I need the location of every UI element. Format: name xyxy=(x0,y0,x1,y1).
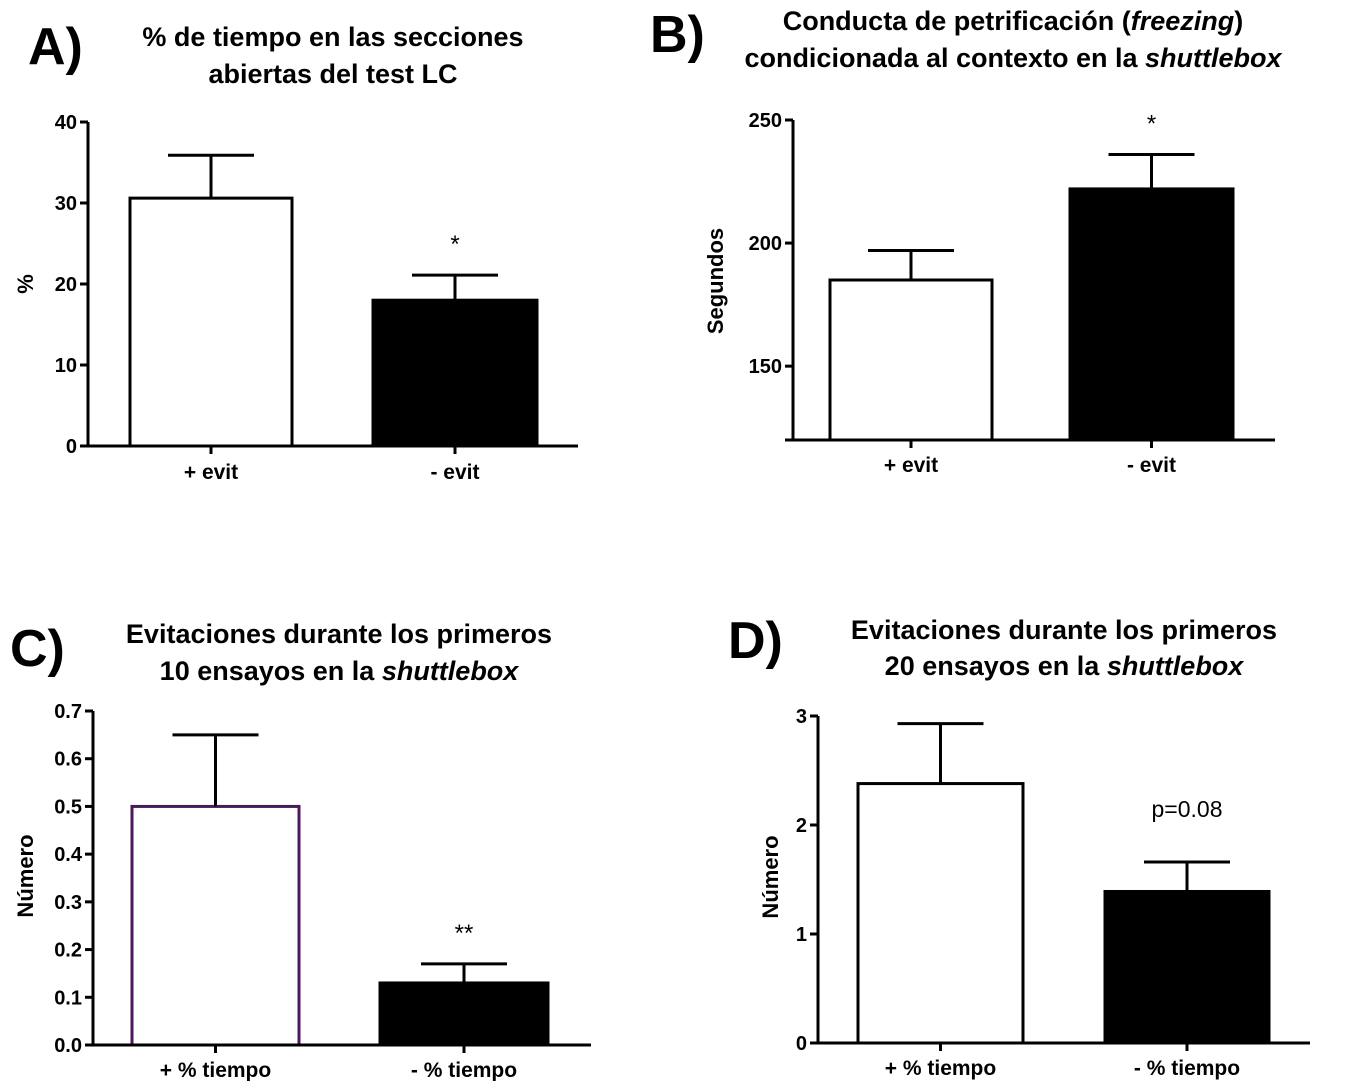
significance-label: p=0.08 xyxy=(1152,796,1223,822)
chart-title: Evitaciones durante los primeros 20 ensay… xyxy=(851,615,1277,681)
panel-letter: A) xyxy=(28,18,83,76)
bar-1 xyxy=(130,198,292,446)
bar-2 xyxy=(1070,189,1233,440)
chart-title: % de tiempo en las secciones abiertas del… xyxy=(142,22,523,89)
chart-panel-3: C) Evitaciones durante los primeros 10 ens… xyxy=(10,619,591,1081)
y-tick-label: 0.2 xyxy=(54,940,82,962)
category-label: - evit xyxy=(430,461,479,484)
y-tick-label: 0.5 xyxy=(54,796,82,818)
bar-2 xyxy=(373,300,537,446)
y-tick-label: 0.1 xyxy=(54,987,82,1009)
y-tick-label: 40 xyxy=(55,112,77,134)
y-tick-label: 0 xyxy=(796,1033,807,1055)
bar-1 xyxy=(132,806,299,1045)
panel-letter: D) xyxy=(728,612,783,670)
y-tick-label: 0.4 xyxy=(54,844,83,866)
bar-1 xyxy=(858,784,1023,1043)
y-tick-label: 0.3 xyxy=(54,892,82,914)
y-tick-label: 0.6 xyxy=(54,749,82,771)
chart-title: Conducta de petrificación (freezing) cond… xyxy=(744,6,1282,73)
y-tick-label: 250 xyxy=(749,110,782,132)
y-tick-label: 20 xyxy=(55,274,77,296)
category-label: + evit xyxy=(184,461,238,484)
category-label: - % tiempo xyxy=(1134,1057,1240,1080)
category-label: + evit xyxy=(884,454,938,477)
y-axis-label: Número xyxy=(758,835,783,918)
category-label: + % tiempo xyxy=(885,1057,996,1080)
y-tick-label: 30 xyxy=(55,193,77,215)
y-tick-label: 0.7 xyxy=(54,701,82,723)
chart-title: Evitaciones durante los primeros 10 ensay… xyxy=(126,619,552,686)
y-tick-label: 200 xyxy=(749,233,782,255)
category-label: - % tiempo xyxy=(411,1059,517,1081)
y-tick-label: 150 xyxy=(749,356,782,378)
category-label: - evit xyxy=(1127,454,1176,477)
y-tick-label: 3 xyxy=(796,706,807,728)
panel-letter: C) xyxy=(10,620,65,678)
category-label: + % tiempo xyxy=(160,1059,271,1081)
panel-letter: B) xyxy=(650,6,705,64)
chart-panel-4: D) Evitaciones durante los primeros 20 ens… xyxy=(728,612,1310,1080)
y-tick-label: 10 xyxy=(55,355,77,377)
bar-1 xyxy=(830,280,992,440)
significance-label: ** xyxy=(455,920,474,947)
y-axis-label: % xyxy=(13,274,38,294)
bar-2 xyxy=(380,983,548,1045)
y-tick-label: 0 xyxy=(66,436,77,458)
y-axis-label: Segundos xyxy=(703,228,728,334)
bar-2 xyxy=(1105,891,1269,1043)
chart-panel-2: B) Conducta de petrificación (freezing) co… xyxy=(650,6,1283,477)
y-tick-label: 0.0 xyxy=(54,1035,82,1057)
y-axis-label: Número xyxy=(13,834,38,917)
y-tick-label: 2 xyxy=(796,815,807,837)
significance-label: * xyxy=(450,231,459,258)
significance-label: * xyxy=(1147,110,1156,137)
y-tick-label: 1 xyxy=(796,924,807,946)
chart-panel-1: A) % de tiempo en las secciones abiertas d… xyxy=(13,18,578,484)
